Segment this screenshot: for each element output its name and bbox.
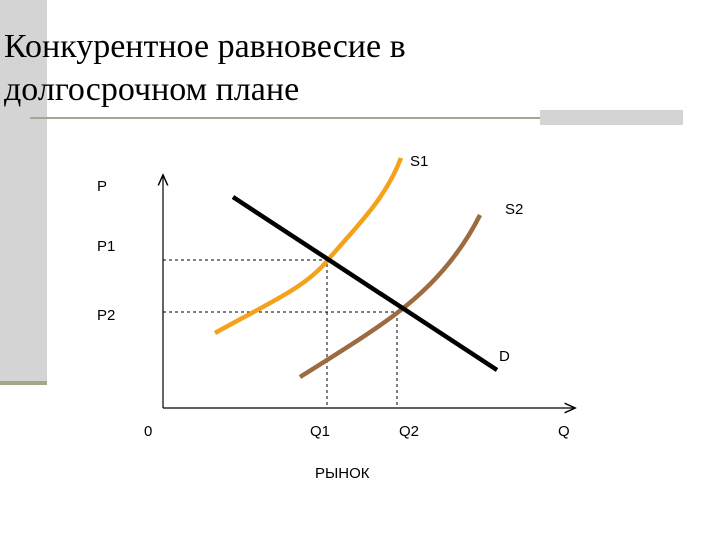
side-bar-edge xyxy=(0,381,47,385)
caption: РЫНОК xyxy=(315,465,370,482)
curve-label: D xyxy=(499,348,510,365)
title-line: долгосрочном плане xyxy=(4,71,299,108)
quantity-label: Q1 xyxy=(310,423,330,440)
side-bar xyxy=(0,0,47,383)
curve-label: S2 xyxy=(505,201,523,218)
guide-2 xyxy=(163,311,398,408)
axis-label: Q xyxy=(558,423,570,440)
title-rule xyxy=(30,117,683,119)
price-label: P1 xyxy=(97,238,115,255)
demand-curve xyxy=(231,195,499,372)
origin-label: 0 xyxy=(144,423,152,440)
supply-curve-2 xyxy=(298,213,483,379)
axis-label: P xyxy=(97,178,107,195)
curve-label: S1 xyxy=(410,153,428,170)
quantity-label: Q2 xyxy=(399,423,419,440)
title-line: Конкурентное равновесие в xyxy=(4,28,406,65)
price-label: P2 xyxy=(97,307,115,324)
rule-box xyxy=(540,110,683,125)
